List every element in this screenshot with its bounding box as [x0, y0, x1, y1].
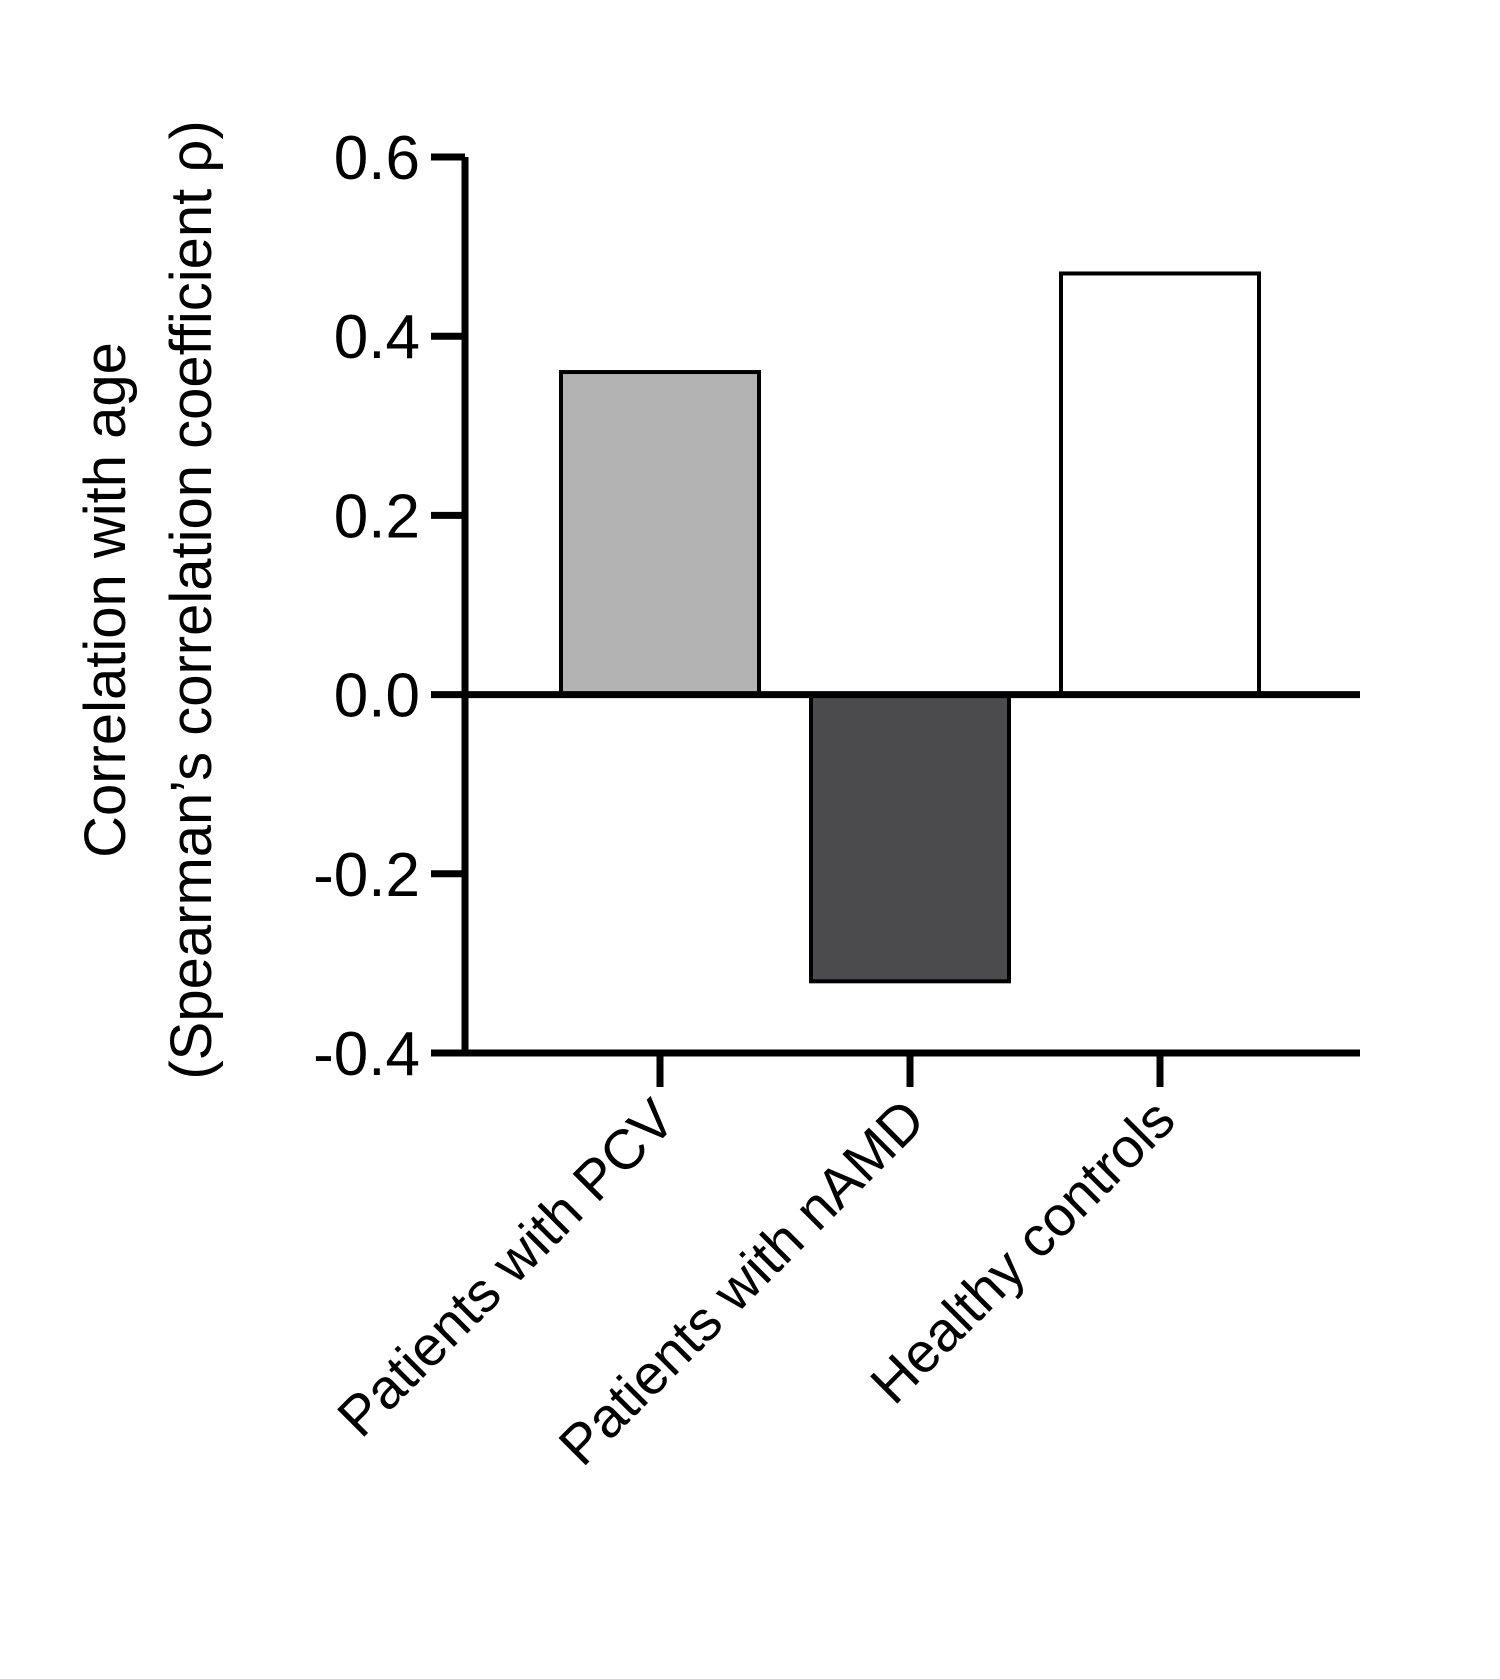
- y-axis-title-line-1: Correlation with age: [73, 342, 138, 858]
- y-axis-title: Correlation with age (Spearman’s correla…: [73, 120, 224, 1079]
- y-tick-label-3: 0.0: [334, 662, 420, 731]
- y-tick-label-5: 0.4: [334, 303, 420, 372]
- bar-3: [1059, 271, 1261, 697]
- bar-2: [809, 692, 1011, 984]
- y-tick-label-2: -0.2: [313, 841, 420, 910]
- y-axis-title-line-2: (Spearman’s correlation coefficient ρ): [159, 120, 224, 1079]
- y-tick-label-6: 0.6: [334, 124, 420, 193]
- y-tick-layer: -0.4 -0.2 0.0 0.2 0.4 0.6: [313, 124, 465, 1089]
- bars-layer: [559, 271, 1261, 984]
- y-tick-label-4: 0.2: [334, 482, 420, 551]
- y-tick-label-1: -0.4: [313, 1020, 420, 1089]
- bar-1: [559, 370, 761, 697]
